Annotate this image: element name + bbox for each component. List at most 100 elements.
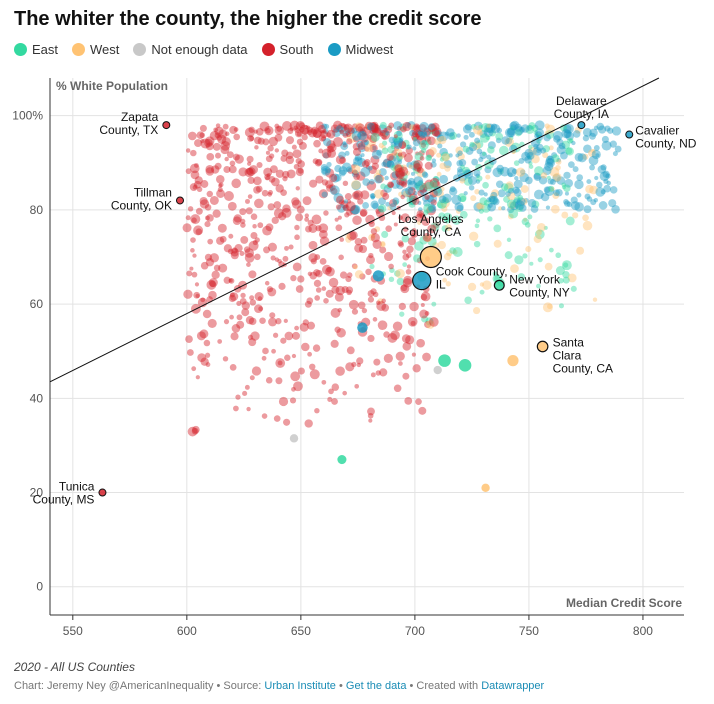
data-point bbox=[223, 244, 233, 253]
data-point bbox=[186, 270, 193, 277]
data-point bbox=[553, 135, 561, 143]
data-point bbox=[335, 224, 343, 232]
data-point bbox=[244, 248, 255, 258]
data-point bbox=[508, 135, 514, 141]
data-point bbox=[582, 127, 592, 137]
data-point bbox=[357, 142, 366, 150]
data-point bbox=[439, 162, 446, 170]
legend-item-midwest[interactable]: Midwest bbox=[327, 42, 393, 57]
data-point bbox=[265, 127, 271, 134]
data-point bbox=[598, 125, 607, 134]
data-point bbox=[499, 145, 509, 156]
data-point bbox=[593, 198, 598, 203]
data-point bbox=[538, 175, 548, 185]
data-point bbox=[407, 177, 415, 185]
data-point bbox=[408, 193, 418, 203]
data-point bbox=[298, 141, 307, 150]
data-point bbox=[478, 157, 484, 163]
data-point bbox=[611, 126, 622, 136]
data-point bbox=[262, 347, 269, 355]
data-point bbox=[427, 136, 436, 146]
data-point bbox=[415, 164, 421, 169]
datawrapper-link[interactable]: Datawrapper bbox=[481, 680, 545, 692]
data-point bbox=[393, 222, 398, 227]
data-point bbox=[357, 130, 367, 141]
data-point bbox=[416, 210, 425, 218]
data-point bbox=[388, 276, 395, 283]
data-point bbox=[199, 199, 210, 209]
data-point bbox=[378, 197, 386, 206]
data-point bbox=[567, 273, 577, 283]
data-point bbox=[374, 226, 381, 232]
data-point bbox=[418, 179, 423, 185]
get-data-link[interactable]: Get the data bbox=[345, 680, 407, 692]
legend-item-west[interactable]: West bbox=[72, 42, 119, 57]
data-point bbox=[591, 149, 601, 160]
data-point bbox=[407, 316, 418, 327]
data-point bbox=[416, 133, 421, 138]
data-point bbox=[416, 338, 425, 348]
data-point bbox=[389, 203, 397, 211]
data-point bbox=[291, 331, 300, 340]
data-point bbox=[197, 353, 207, 363]
data-point bbox=[275, 358, 286, 368]
data-point bbox=[244, 127, 255, 138]
data-point bbox=[349, 205, 359, 216]
data-point bbox=[327, 143, 337, 152]
data-point bbox=[247, 176, 255, 185]
data-point bbox=[588, 155, 599, 166]
legend-item-south[interactable]: South bbox=[261, 42, 314, 57]
data-point bbox=[577, 153, 587, 163]
data-point bbox=[383, 353, 393, 363]
data-point bbox=[563, 199, 569, 205]
data-point bbox=[513, 160, 520, 166]
data-point bbox=[609, 186, 618, 194]
data-point bbox=[369, 127, 377, 135]
data-point bbox=[229, 292, 235, 298]
data-point bbox=[397, 240, 404, 247]
credits-prefix: Chart: Jeremy Ney @AmericanInequality • … bbox=[14, 680, 265, 692]
data-point bbox=[200, 297, 206, 303]
data-point bbox=[360, 190, 370, 200]
data-point bbox=[445, 224, 452, 231]
data-point bbox=[295, 285, 304, 293]
data-point bbox=[205, 362, 211, 367]
data-point bbox=[424, 179, 435, 190]
data-point bbox=[421, 217, 430, 226]
data-point bbox=[321, 148, 332, 159]
data-point bbox=[428, 123, 435, 131]
source-link[interactable]: Urban Institute bbox=[264, 680, 336, 692]
data-point bbox=[342, 390, 347, 396]
data-point bbox=[370, 195, 375, 200]
highlight-point bbox=[481, 483, 490, 493]
data-point bbox=[564, 178, 574, 188]
data-point bbox=[331, 398, 338, 405]
data-point bbox=[395, 170, 405, 180]
data-point bbox=[342, 204, 349, 211]
data-point bbox=[222, 123, 229, 130]
data-point bbox=[307, 128, 318, 138]
data-point bbox=[230, 248, 239, 257]
data-point bbox=[367, 296, 375, 303]
data-point bbox=[339, 169, 346, 177]
data-point bbox=[322, 129, 327, 134]
data-point bbox=[213, 127, 219, 133]
data-point bbox=[359, 273, 366, 280]
data-point bbox=[524, 148, 534, 158]
data-point bbox=[225, 131, 230, 136]
data-point bbox=[423, 126, 430, 133]
data-point bbox=[409, 301, 419, 312]
data-point bbox=[424, 135, 431, 142]
data-point bbox=[612, 151, 618, 157]
data-point bbox=[402, 249, 407, 255]
data-point bbox=[396, 277, 405, 286]
data-point bbox=[582, 214, 589, 222]
legend-item-not-enough-data[interactable]: Not enough data bbox=[133, 42, 248, 57]
data-point bbox=[486, 123, 492, 129]
data-point bbox=[278, 282, 286, 290]
legend-item-east[interactable]: East bbox=[14, 42, 58, 57]
data-point bbox=[388, 182, 394, 188]
highlight-point bbox=[577, 121, 586, 130]
data-point bbox=[413, 124, 420, 131]
data-point bbox=[451, 215, 462, 225]
